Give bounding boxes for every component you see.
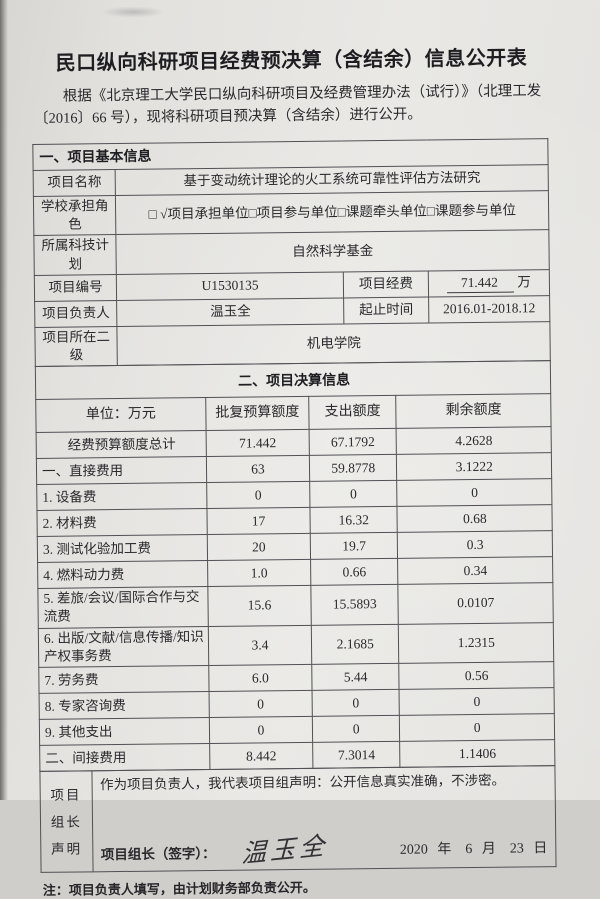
row-spent: 19.7 bbox=[310, 532, 399, 560]
row-approved: 20 bbox=[207, 533, 311, 561]
funding-amount: 71.442 bbox=[446, 273, 515, 294]
declaration-table: 项目 组长 声明 作为项目负责人，我代表项目组声明：公开信息真实准确，不涉密。 … bbox=[39, 765, 557, 873]
row-remaining: 0.34 bbox=[398, 556, 553, 585]
period-value: 2016.01-2018.12 bbox=[428, 295, 550, 323]
column-header-unit: 单位：万元 bbox=[35, 397, 207, 433]
row-label: 7. 劳务费 bbox=[38, 665, 209, 694]
row-label: 6. 出版/文献/信息传播/知识产权事务费 bbox=[38, 626, 209, 668]
declaration-date: 2020 年 6 月 23 日 bbox=[399, 841, 548, 859]
row-remaining: 0.0107 bbox=[398, 582, 554, 625]
row-label: 8. 专家咨询费 bbox=[39, 691, 210, 720]
row-remaining: 0 bbox=[397, 478, 552, 507]
leader-value: 温玉全 bbox=[116, 297, 344, 327]
row-label: 3. 测试化验加工费 bbox=[37, 534, 208, 563]
column-header-spent: 支出额度 bbox=[308, 395, 397, 430]
row-approved: 3.4 bbox=[208, 625, 312, 666]
row-spent: 67.1792 bbox=[309, 428, 397, 456]
row-spent: 16.32 bbox=[309, 506, 398, 534]
row-spent: 7.3014 bbox=[312, 741, 401, 769]
basic-info-table: 一、项目基本信息 项目名称 基于变动统计理论的火工系统可靠性评估方法研究 学校承… bbox=[32, 138, 551, 367]
document-intro: 根据《北京理工大学民口纵向科研项目及经费管理办法（试行）》（北理工发〔2016〕… bbox=[33, 83, 542, 128]
leader-label: 项目负责人 bbox=[34, 300, 118, 328]
row-label: 4. 燃料动力费 bbox=[37, 560, 208, 589]
row-label: 一、直接费用 bbox=[36, 456, 207, 485]
plan-label: 所属科技计划 bbox=[33, 234, 117, 276]
role-checkbox-value: □ √项目承担单位□项目参与单位□课题牵头单位□课题参与单位 bbox=[115, 190, 549, 235]
declaration-side-line: 项目 bbox=[50, 787, 82, 803]
funding-value: 71.442 万 bbox=[428, 269, 550, 297]
declaration-side-label: 项目 组长 声明 bbox=[39, 770, 93, 873]
row-label: 经费预算额度总计 bbox=[36, 430, 207, 459]
document-title: 民口纵向科研项目经费预决算（含结余）信息公开表 bbox=[55, 47, 528, 75]
department-value: 机电学院 bbox=[117, 321, 551, 366]
project-number-label: 项目编号 bbox=[34, 274, 117, 302]
row-spent: 5.44 bbox=[311, 663, 400, 691]
signature-label: 项目组长（签字）： bbox=[100, 845, 216, 863]
row-approved: 17 bbox=[206, 507, 311, 535]
row-remaining: 1.1406 bbox=[400, 739, 555, 768]
signature-row: 项目组长（签字）： 温玉全 2020 年 6 月 23 日 bbox=[100, 830, 550, 869]
declaration-side-line: 声明 bbox=[50, 841, 83, 857]
row-approved: 15.6 bbox=[207, 585, 312, 627]
row-label: 9. 其他支出 bbox=[39, 717, 210, 746]
column-header-remaining: 剩余额度 bbox=[396, 393, 552, 429]
table-row: 5. 差旅/会议/国际合作与交流费 15.6 15.5893 0.0107 bbox=[37, 582, 554, 629]
handwritten-signature: 温玉全 bbox=[241, 830, 329, 869]
row-approved: 6.0 bbox=[208, 664, 312, 692]
project-number-value: U1530135 bbox=[116, 271, 344, 301]
role-label: 学校承担角色 bbox=[33, 195, 117, 236]
table-row: 6. 出版/文献/信息传播/知识产权事务费 3.4 2.1685 1.2315 bbox=[38, 622, 554, 668]
settlement-table: 二、项目决算信息 单位：万元 批复预算额度 支出额度 剩余额度 经费预算额度总计… bbox=[35, 360, 556, 772]
plan-value: 自然科学基金 bbox=[116, 229, 550, 275]
declaration-statement: 作为项目负责人，我代表项目组声明：公开信息真实准确，不涉密。 bbox=[100, 772, 506, 793]
table-row: 所属科技计划 自然科学基金 bbox=[33, 229, 550, 276]
row-label: 二、间接费用 bbox=[39, 743, 210, 772]
project-name-label: 项目名称 bbox=[33, 169, 116, 197]
row-label: 1. 设备费 bbox=[36, 482, 207, 511]
row-spent: 0 bbox=[309, 480, 398, 508]
row-remaining: 1.2315 bbox=[398, 622, 554, 664]
row-spent: 0 bbox=[312, 715, 401, 743]
row-approved: 71.442 bbox=[206, 429, 310, 457]
row-remaining: 0.68 bbox=[397, 504, 553, 533]
table-row: 项目所在二级 机电学院 bbox=[34, 321, 551, 367]
row-remaining: 3.1222 bbox=[396, 452, 552, 481]
row-spent: 0.66 bbox=[310, 558, 399, 586]
row-label: 2. 材料费 bbox=[36, 508, 208, 537]
row-spent: 2.1685 bbox=[311, 624, 400, 665]
row-approved: 0 bbox=[209, 716, 313, 744]
row-spent: 0 bbox=[311, 689, 400, 717]
document-page: 民口纵向科研项目经费预决算（含结余）信息公开表 根据《北京理工大学民口纵向科研项… bbox=[31, 35, 561, 899]
row-spent: 15.5893 bbox=[310, 584, 399, 626]
row-remaining: 0 bbox=[399, 713, 555, 742]
row-remaining: 0.3 bbox=[397, 530, 553, 559]
row-spent: 59.8778 bbox=[309, 454, 398, 482]
table-row: 项目 组长 声明 作为项目负责人，我代表项目组声明：公开信息真实准确，不涉密。 … bbox=[39, 765, 557, 873]
row-label: 5. 差旅/会议/国际合作与交流费 bbox=[37, 586, 209, 629]
row-approved: 0 bbox=[208, 690, 313, 718]
row-approved: 1.0 bbox=[207, 559, 311, 587]
row-approved: 63 bbox=[206, 455, 310, 483]
funding-label: 项目经费 bbox=[343, 270, 429, 298]
row-remaining: 4.2628 bbox=[396, 426, 552, 455]
column-header-approved: 批复预算额度 bbox=[205, 396, 310, 431]
row-remaining: 0 bbox=[399, 687, 555, 716]
footnote: 注：项目负责人填写，由计划财务部负责公开。 bbox=[42, 879, 316, 899]
row-approved: 0 bbox=[206, 481, 310, 509]
row-approved: 8.442 bbox=[209, 742, 313, 770]
period-label: 起止时间 bbox=[343, 296, 429, 324]
funding-unit: 万 bbox=[517, 274, 531, 290]
row-remaining: 0.56 bbox=[399, 661, 555, 690]
department-label: 项目所在二级 bbox=[34, 326, 118, 367]
declaration-side-line: 组长 bbox=[50, 814, 82, 830]
table-row: 学校承担角色 □ √项目承担单位□项目参与单位□课题牵头单位□课题参与单位 bbox=[33, 190, 549, 236]
declaration-body-cell: 作为项目负责人，我代表项目组声明：公开信息真实准确，不涉密。 项目组长（签字）：… bbox=[91, 765, 557, 872]
